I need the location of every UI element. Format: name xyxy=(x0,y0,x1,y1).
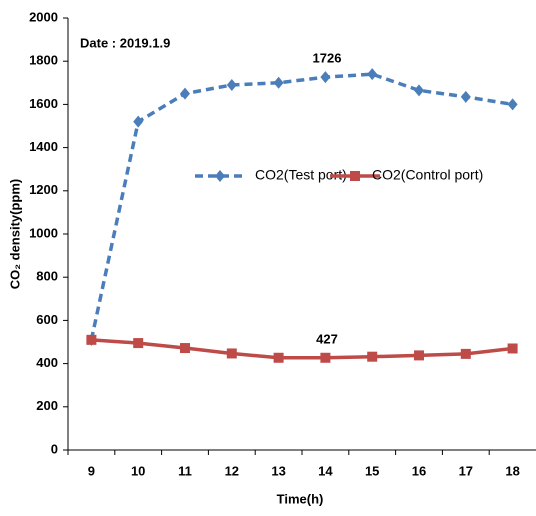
legend-label: CO2(Test port) xyxy=(255,167,347,183)
data-point xyxy=(460,90,471,103)
data-point xyxy=(320,352,331,363)
y-tick-label: 1800 xyxy=(29,53,58,68)
legend-label: CO2(Control port) xyxy=(372,167,483,183)
data-point xyxy=(226,78,237,91)
y-tick-label: 0 xyxy=(51,441,58,456)
x-tick-label: 10 xyxy=(131,463,145,478)
y-axis-title: CO₂ density(ppm) xyxy=(7,179,22,290)
y-tick-label: 800 xyxy=(36,269,58,284)
peak-annotation: 1726 xyxy=(313,50,342,65)
x-tick-label: 9 xyxy=(88,463,95,478)
x-tick-label: 14 xyxy=(318,463,333,478)
series-line xyxy=(89,72,513,341)
legend-marker xyxy=(215,170,225,182)
y-tick-label: 400 xyxy=(36,355,58,370)
y-tick-label: 600 xyxy=(36,312,58,327)
data-point xyxy=(180,343,190,354)
data-point xyxy=(414,84,424,97)
data-point xyxy=(273,76,284,89)
date-annotation: Date : 2019.1.9 xyxy=(80,35,170,50)
data-point xyxy=(507,98,518,111)
data-point xyxy=(273,352,284,363)
y-tick-label: 1200 xyxy=(29,182,58,197)
data-point xyxy=(86,334,97,345)
data-point xyxy=(180,87,190,100)
data-point xyxy=(226,348,237,359)
min-annotation: 427 xyxy=(316,331,338,346)
y-tick-label: 1400 xyxy=(29,139,58,154)
x-tick-label: 16 xyxy=(412,463,426,478)
x-tick-label: 13 xyxy=(271,463,285,478)
y-tick-label: 200 xyxy=(36,398,58,413)
y-tick-label: 1000 xyxy=(29,225,58,240)
data-point xyxy=(320,71,331,84)
y-tick-label: 1600 xyxy=(29,96,58,111)
data-point xyxy=(367,68,378,81)
data-point xyxy=(507,343,518,354)
data-point xyxy=(414,350,424,361)
data-point xyxy=(367,351,378,362)
x-tick-label: 12 xyxy=(225,463,239,478)
data-point xyxy=(133,338,144,349)
x-tick-label: 17 xyxy=(459,463,473,478)
x-tick-label: 15 xyxy=(365,463,379,478)
x-tick-label: 18 xyxy=(505,463,519,478)
x-axis-title: Time(h) xyxy=(277,491,324,506)
y-tick-label: 2000 xyxy=(29,9,58,24)
x-tick-label: 11 xyxy=(178,463,192,478)
series-line xyxy=(91,338,513,360)
data-point xyxy=(460,348,471,359)
data-point xyxy=(133,115,144,128)
legend-marker xyxy=(350,171,360,181)
